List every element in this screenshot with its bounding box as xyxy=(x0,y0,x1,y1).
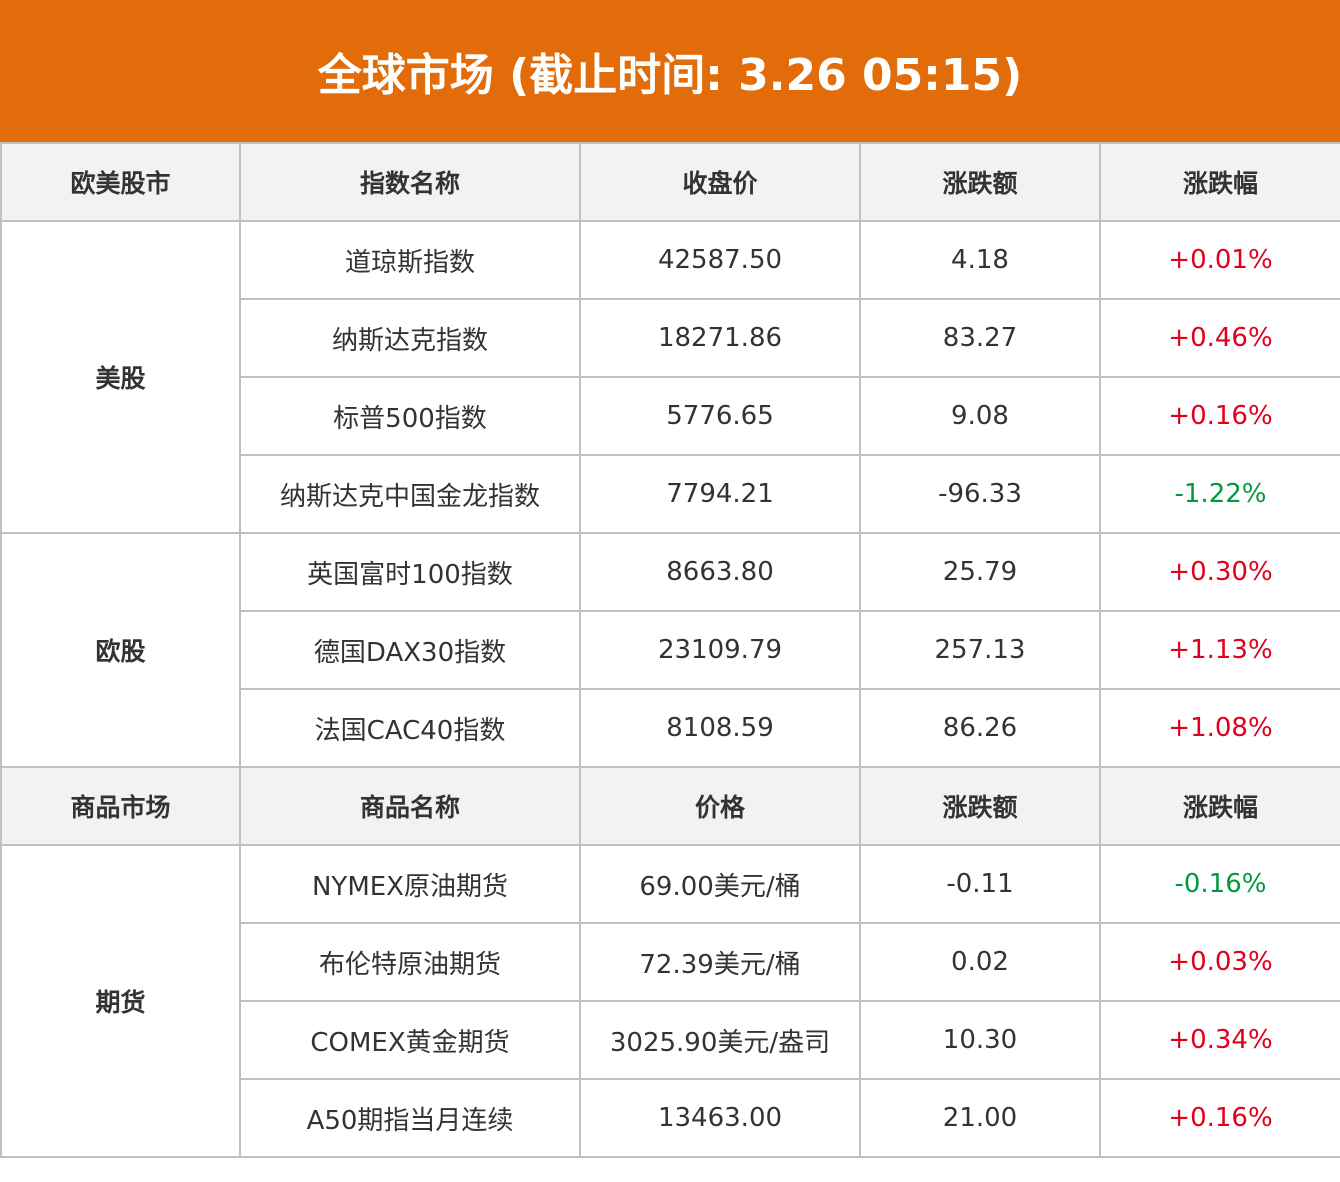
change-percent: -0.16% xyxy=(1099,844,1340,924)
column-header: 指数名称 xyxy=(239,142,581,222)
table-row: 标普500指数 5776.65 9.08 +0.16% xyxy=(1,376,1340,456)
change-amount: -96.33 xyxy=(859,454,1101,534)
instrument-name: COMEX黄金期货 xyxy=(239,1000,581,1080)
group-label: 期货 xyxy=(0,844,241,1158)
table-row: 欧股 英国富时100指数 8663.80 25.79 +0.30% xyxy=(0,532,1340,768)
price: 13463.00 xyxy=(579,1078,861,1158)
column-header: 欧美股市 xyxy=(0,142,241,222)
table-header-row: 欧美股市 指数名称 收盘价 涨跌额 涨跌幅 xyxy=(0,142,1340,222)
change-percent: +0.46% xyxy=(1099,298,1340,378)
price: 8108.59 xyxy=(579,688,861,768)
table-row: 布伦特原油期货 72.39美元/桶 0.02 +0.03% xyxy=(1,922,1340,1002)
market-table: 欧美股市 指数名称 收盘价 涨跌额 涨跌幅 美股 道琼斯指数 42587.50 4.18 +0.0… xyxy=(0,142,1340,1158)
change-amount: 10.30 xyxy=(859,1000,1101,1080)
change-amount: 25.79 xyxy=(859,532,1101,612)
change-amount: 257.13 xyxy=(859,610,1101,690)
change-amount: -0.11 xyxy=(859,844,1101,924)
change-percent: +1.08% xyxy=(1099,688,1340,768)
change-percent: +1.13% xyxy=(1099,610,1340,690)
page-title: 全球市场 (截止时间: 3.26 05:15) xyxy=(0,0,1340,142)
table-row: 期货 NYMEX原油期货 69.00美元/桶 -0.11 -0.16% xyxy=(0,844,1340,1158)
price: 8663.80 xyxy=(579,532,861,612)
column-header: 涨跌幅 xyxy=(1099,142,1340,222)
table-row: 德国DAX30指数 23109.79 257.13 +1.13% xyxy=(1,610,1340,690)
instrument-name: NYMEX原油期货 xyxy=(239,844,581,924)
price: 7794.21 xyxy=(579,454,861,534)
column-header: 商品名称 xyxy=(239,766,581,846)
instrument-name: 德国DAX30指数 xyxy=(239,610,581,690)
instrument-name: A50期指当月连续 xyxy=(239,1078,581,1158)
group-label: 欧股 xyxy=(0,532,241,768)
change-percent: -1.22% xyxy=(1099,454,1340,534)
column-header: 涨跌额 xyxy=(859,766,1101,846)
instrument-name: 标普500指数 xyxy=(239,376,581,456)
price: 3025.90美元/盎司 xyxy=(579,1000,861,1080)
price: 69.00美元/桶 xyxy=(579,844,861,924)
instrument-name: 布伦特原油期货 xyxy=(239,922,581,1002)
instrument-name: 法国CAC40指数 xyxy=(239,688,581,768)
instrument-name: 纳斯达克指数 xyxy=(239,298,581,378)
price: 23109.79 xyxy=(579,610,861,690)
change-amount: 86.26 xyxy=(859,688,1101,768)
instrument-name: 英国富时100指数 xyxy=(239,532,581,612)
table-row: 纳斯达克指数 18271.86 83.27 +0.46% xyxy=(1,298,1340,378)
table-row: 美股 道琼斯指数 42587.50 4.18 +0.01% xyxy=(0,220,1340,534)
change-amount: 83.27 xyxy=(859,298,1101,378)
change-amount: 9.08 xyxy=(859,376,1101,456)
instrument-name: 纳斯达克中国金龙指数 xyxy=(239,454,581,534)
change-percent: +0.34% xyxy=(1099,1000,1340,1080)
price: 72.39美元/桶 xyxy=(579,922,861,1002)
change-percent: +0.16% xyxy=(1099,376,1340,456)
table-row: 纳斯达克中国金龙指数 7794.21 -96.33 -1.22% xyxy=(1,454,1340,534)
column-header: 商品市场 xyxy=(0,766,241,846)
change-percent: +0.16% xyxy=(1099,1078,1340,1158)
change-amount: 21.00 xyxy=(859,1078,1101,1158)
column-header: 价格 xyxy=(579,766,861,846)
change-amount: 4.18 xyxy=(859,220,1101,300)
change-percent: +0.30% xyxy=(1099,532,1340,612)
change-amount: 0.02 xyxy=(859,922,1101,1002)
price: 5776.65 xyxy=(579,376,861,456)
price: 42587.50 xyxy=(579,220,861,300)
table-row: A50期指当月连续 13463.00 21.00 +0.16% xyxy=(1,1078,1340,1158)
group-label: 美股 xyxy=(0,220,241,534)
price: 18271.86 xyxy=(579,298,861,378)
instrument-name: 道琼斯指数 xyxy=(239,220,581,300)
table-row: COMEX黄金期货 3025.90美元/盎司 10.30 +0.34% xyxy=(1,1000,1340,1080)
table-row: 法国CAC40指数 8108.59 86.26 +1.08% xyxy=(1,688,1340,768)
column-header: 收盘价 xyxy=(579,142,861,222)
column-header: 涨跌额 xyxy=(859,142,1101,222)
column-header: 涨跌幅 xyxy=(1099,766,1340,846)
table-header-row: 商品市场 商品名称 价格 涨跌额 涨跌幅 xyxy=(0,766,1340,846)
change-percent: +0.03% xyxy=(1099,922,1340,1002)
change-percent: +0.01% xyxy=(1099,220,1340,300)
